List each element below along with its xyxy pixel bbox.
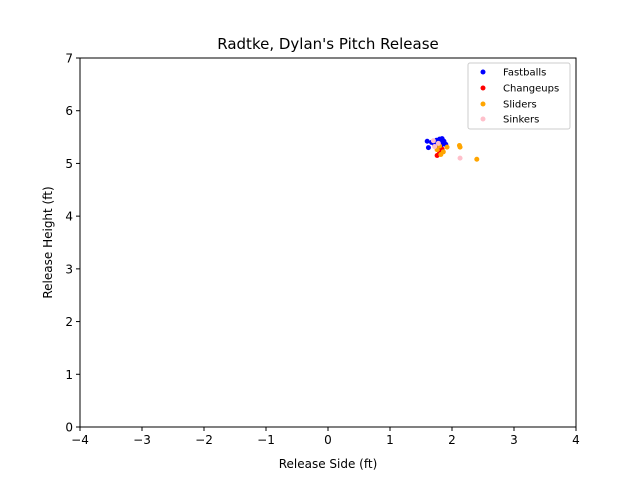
x-tick-label-5: 1 (386, 433, 394, 447)
chart-title: Radtke, Dylan's Pitch Release (217, 35, 439, 53)
y-tick-label-3: 3 (65, 262, 73, 276)
y-tick-label-0: 0 (65, 421, 73, 435)
legend-marker-sliders (480, 101, 486, 107)
y-tick-label-5: 5 (65, 157, 73, 171)
legend-label-sliders: Sliders (503, 100, 537, 111)
legend-marker-fastballs (480, 69, 486, 75)
legend-label-fastballs: Fastballs (503, 68, 546, 79)
y-tick-label-2: 2 (65, 315, 73, 329)
legend-label-changeups: Changeups (503, 84, 559, 95)
point-fastballs-1 (425, 145, 431, 151)
x-tick-label-0: −4 (71, 433, 89, 447)
x-axis-label: Release Side (ft) (279, 457, 378, 471)
point-sinkers-3 (457, 155, 463, 161)
x-tick-label-4: 0 (324, 433, 332, 447)
y-tick-label-7: 7 (65, 52, 73, 66)
x-tick-label-3: −1 (257, 433, 275, 447)
point-sliders-2 (440, 149, 446, 155)
y-tick-label-4: 4 (65, 210, 73, 224)
legend-box (467, 62, 571, 130)
axis-ticks: −4 −3 −2 −1 0 1 2 3 4 0 1 2 3 4 5 6 7 (65, 52, 579, 448)
x-tick-label-2: −2 (195, 433, 213, 447)
point-sliders-3 (444, 144, 450, 150)
y-axis-label: Release Height (ft) (41, 186, 55, 298)
data-points (424, 136, 480, 162)
legend-label-sinkers: Sinkers (503, 115, 539, 126)
legend-marker-changeups (480, 85, 486, 91)
point-sinkers-2 (435, 140, 441, 146)
x-tick-label-1: −3 (133, 433, 151, 447)
point-sinkers-0 (430, 138, 436, 144)
legend-marker-sinkers (480, 116, 486, 122)
point-sliders-5 (457, 144, 463, 150)
x-tick-label-7: 3 (510, 433, 518, 447)
point-fastballs-14 (439, 136, 445, 142)
y-tick-label-6: 6 (65, 104, 73, 118)
point-sliders-6 (474, 156, 480, 162)
point-sinkers-1 (432, 144, 438, 150)
legend: Fastballs Changeups Sliders Sinkers (467, 62, 571, 130)
x-tick-label-8: 4 (572, 433, 580, 447)
point-fastballs-0 (424, 138, 430, 144)
y-tick-label-1: 1 (65, 368, 73, 382)
x-tick-label-6: 2 (448, 433, 456, 447)
